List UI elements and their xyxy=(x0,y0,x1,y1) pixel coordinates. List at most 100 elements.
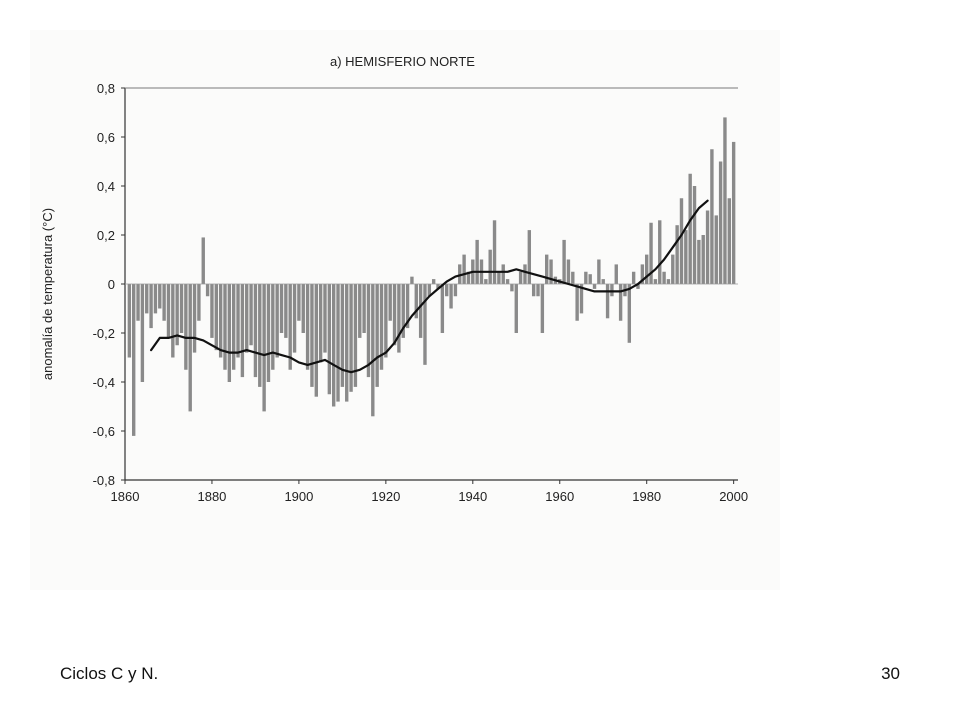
bar-1965 xyxy=(579,284,584,314)
bar-1922 xyxy=(392,284,397,346)
bar-1889 xyxy=(249,284,253,346)
bar-1947 xyxy=(501,264,505,284)
bar-1939 xyxy=(466,271,471,284)
bar-1882 xyxy=(218,284,223,358)
bar-1978 xyxy=(636,284,640,289)
bar-1904 xyxy=(314,284,318,397)
bar-1866 xyxy=(149,284,153,329)
bar-1907 xyxy=(327,284,332,395)
x-tick-label: 2000 xyxy=(719,489,748,504)
bar-1951 xyxy=(518,271,523,284)
bar-1898 xyxy=(288,284,292,370)
y-tick-label: 0,2 xyxy=(97,228,115,243)
bar-1982 xyxy=(653,279,658,284)
bar-1997 xyxy=(718,161,723,284)
bar-1914 xyxy=(358,284,362,338)
bar-1996 xyxy=(714,215,718,284)
bar-1926 xyxy=(410,276,414,284)
bar-1979 xyxy=(640,264,645,284)
bar-1871 xyxy=(171,284,175,358)
bar-1885 xyxy=(231,284,236,370)
bar-1993 xyxy=(701,235,705,284)
bar-1900 xyxy=(297,284,301,321)
y-tick-label: -0,4 xyxy=(93,375,115,390)
bar-1897 xyxy=(284,284,288,338)
bar-1910 xyxy=(340,284,345,387)
bar-1927 xyxy=(414,284,418,319)
bar-1946 xyxy=(497,271,501,284)
bar-1937 xyxy=(458,264,462,284)
bar-1932 xyxy=(436,284,440,289)
bar-1896 xyxy=(279,284,284,333)
bar-1988 xyxy=(679,198,684,284)
bar-1899 xyxy=(292,284,297,353)
bar-1902 xyxy=(305,284,310,370)
smoothed-line-layer xyxy=(150,199,709,374)
bar-1888 xyxy=(245,284,249,353)
bar-1963 xyxy=(571,271,575,284)
plot-frame xyxy=(124,87,738,481)
bar-1923 xyxy=(397,284,401,353)
bar-1893 xyxy=(266,284,271,382)
bar-1957 xyxy=(545,254,549,284)
bars-layer xyxy=(127,117,736,436)
bar-1974 xyxy=(618,284,623,321)
bar-1883 xyxy=(223,284,227,370)
bar-1881 xyxy=(214,284,218,351)
bar-1994 xyxy=(705,210,710,284)
y-tick-label: 0,6 xyxy=(97,130,115,145)
bar-1912 xyxy=(349,284,353,392)
bar-1918 xyxy=(375,284,379,387)
bar-1941 xyxy=(475,239,479,284)
bar-1864 xyxy=(140,284,145,382)
bar-1877 xyxy=(197,284,201,321)
bar-1981 xyxy=(649,222,653,284)
bar-1873 xyxy=(179,284,184,333)
bar-1977 xyxy=(631,271,636,284)
bar-1917 xyxy=(371,284,375,417)
y-tick-label: -0,8 xyxy=(93,473,115,488)
x-tick-label: 1900 xyxy=(284,489,313,504)
bar-1861 xyxy=(127,284,132,358)
bar-1913 xyxy=(353,284,358,387)
x-tick-label: 1980 xyxy=(632,489,661,504)
bar-1892 xyxy=(262,284,266,412)
bar-1991 xyxy=(692,186,697,284)
bar-1938 xyxy=(462,254,466,284)
bar-1936 xyxy=(453,284,458,297)
bar-1966 xyxy=(584,271,588,284)
bar-1906 xyxy=(323,284,327,353)
bar-1929 xyxy=(423,284,427,365)
bar-1972 xyxy=(610,284,614,297)
bar-1872 xyxy=(175,284,179,346)
bar-1969 xyxy=(597,259,601,284)
bar-1943 xyxy=(484,279,488,284)
y-tick-label: 0,8 xyxy=(97,81,115,96)
bar-1984 xyxy=(662,271,666,284)
y-tick-label: 0 xyxy=(108,277,115,292)
bar-1980 xyxy=(645,254,649,284)
bar-1935 xyxy=(449,284,453,309)
y-axis-label: anomalía de temperatura (°C) xyxy=(40,208,55,380)
bar-1933 xyxy=(440,284,445,333)
bar-1867 xyxy=(153,284,158,314)
bar-1944 xyxy=(488,249,492,284)
x-tick-label: 1960 xyxy=(545,489,574,504)
chart-title: a) HEMISFERIO NORTE xyxy=(330,54,475,69)
bar-1876 xyxy=(192,284,197,353)
bar-1905 xyxy=(318,284,323,363)
bar-1925 xyxy=(405,284,410,329)
bar-1911 xyxy=(345,284,349,402)
bar-1869 xyxy=(162,284,166,321)
bar-1895 xyxy=(275,284,279,358)
bar-1945 xyxy=(492,220,497,284)
bar-1983 xyxy=(658,220,662,284)
bar-1962 xyxy=(566,259,571,284)
bar-1879 xyxy=(205,284,210,297)
bar-1953 xyxy=(527,230,532,284)
bar-1971 xyxy=(605,284,610,319)
bar-1909 xyxy=(336,284,340,402)
bar-1985 xyxy=(666,279,671,284)
